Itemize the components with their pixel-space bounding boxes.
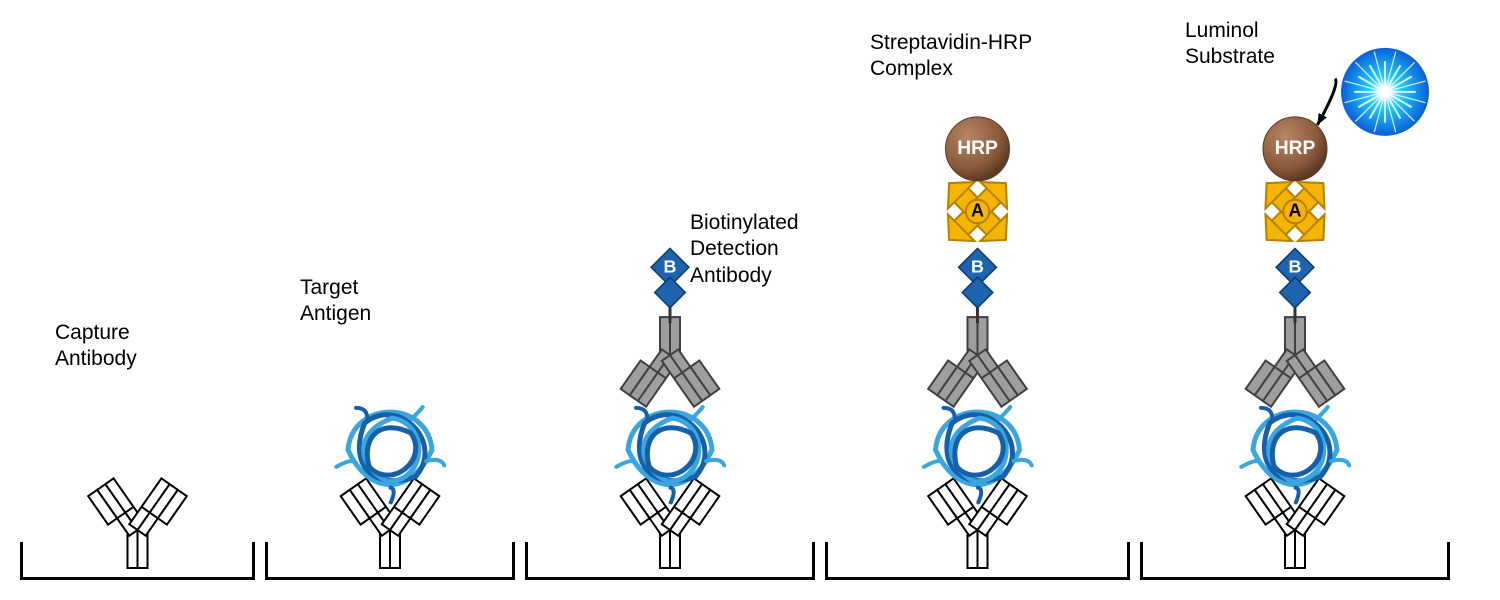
step-label-1: Capture Antibody [55, 320, 137, 373]
detection-antibody-icon [928, 317, 1027, 407]
svg-text:HRP: HRP [1275, 138, 1316, 159]
svg-text:B: B [664, 256, 677, 276]
step-label-4: Streptavidin-HRP Complex [870, 30, 1032, 83]
reaction-arrow-icon [1317, 79, 1336, 125]
streptavidin-icon: A [936, 170, 1019, 253]
detection-antibody-icon [621, 317, 720, 407]
svg-text:A: A [971, 201, 984, 221]
panel-step-3: B [525, 20, 815, 580]
svg-text:HRP: HRP [957, 138, 998, 159]
capture-antibody-icon [928, 478, 1027, 568]
elisa-diagram: B B A HRP B A HRP Capture Antibody Target Antige… [0, 0, 1500, 600]
biotin-icon: B [959, 248, 997, 323]
luminol-icon [1341, 48, 1429, 136]
panel-step-1 [20, 20, 255, 580]
step-label-2: Target Antigen [300, 275, 371, 328]
panel-step-4: B A HRP [825, 20, 1130, 580]
hrp-icon: HRP [1263, 117, 1327, 181]
svg-text:B: B [1289, 256, 1302, 276]
biotin-icon: B [1276, 248, 1314, 323]
panel-step-5: B A HRP [1140, 20, 1450, 580]
step-label-5: Luminol Substrate [1185, 18, 1275, 71]
capture-antibody-icon [341, 478, 440, 568]
streptavidin-icon: A [1253, 170, 1336, 253]
capture-antibody-icon [621, 478, 720, 568]
detection-antibody-icon [1246, 317, 1345, 407]
hrp-icon: HRP [946, 117, 1010, 181]
capture-antibody-icon [1246, 478, 1345, 568]
capture-antibody-icon [88, 478, 187, 568]
svg-text:B: B [971, 256, 984, 276]
svg-text:A: A [1289, 201, 1302, 221]
biotin-icon: B [651, 248, 689, 323]
step-label-3: Biotinylated Detection Antibody [690, 210, 799, 289]
